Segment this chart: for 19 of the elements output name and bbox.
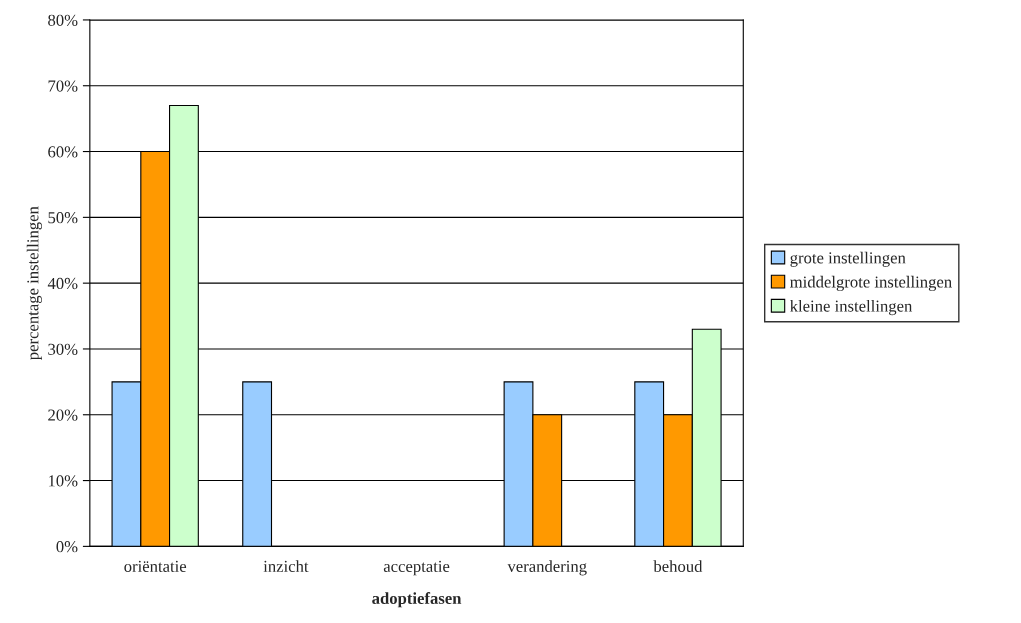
- y-tick-label: 80%: [48, 14, 78, 26]
- y-tick-label: 70%: [48, 80, 78, 92]
- y-tick-label: 20%: [48, 409, 78, 421]
- x-tick-label: behoud: [653, 560, 703, 572]
- y-tick-label: 60%: [48, 146, 78, 158]
- y-tick-label: 10%: [48, 475, 78, 487]
- x-tick-label: inzicht: [263, 560, 309, 572]
- y-axis-title: percentage instellingen: [26, 206, 42, 360]
- legend-label: grote instellingen: [790, 251, 906, 267]
- x-tick-label: verandering: [507, 560, 587, 576]
- x-axis-title: adoptiefasen: [372, 592, 462, 608]
- x-tick-label: oriëntatie: [124, 560, 187, 572]
- x-tick-label: acceptatie: [383, 560, 450, 576]
- legend-label: middelgrote instellingen: [790, 275, 952, 292]
- y-tick-label: 40%: [47, 277, 78, 290]
- legend-label: kleine instellingen: [790, 299, 913, 316]
- y-tick-label: 30%: [48, 343, 78, 355]
- y-tick-label: 0%: [56, 541, 78, 553]
- y-tick-label: 50%: [48, 212, 78, 224]
